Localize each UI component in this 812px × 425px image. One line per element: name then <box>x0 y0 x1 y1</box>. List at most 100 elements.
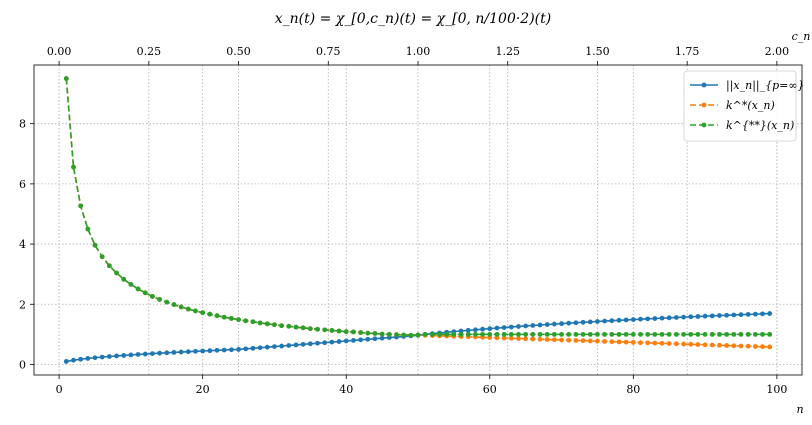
data-point <box>63 76 69 81</box>
data-point <box>99 254 105 260</box>
data-point <box>760 311 765 317</box>
data-point <box>681 341 686 347</box>
data-point <box>595 338 600 344</box>
data-point <box>551 321 557 327</box>
data-point <box>106 263 112 269</box>
data-point <box>501 331 507 337</box>
data-point <box>702 313 708 319</box>
data-point <box>178 349 184 355</box>
data-point <box>609 339 615 345</box>
data-point <box>580 338 586 344</box>
data-point <box>745 343 751 349</box>
data-point <box>623 317 629 323</box>
data-point <box>551 337 557 343</box>
data-point <box>300 325 306 331</box>
data-point <box>659 340 665 346</box>
data-point <box>214 313 220 319</box>
data-point <box>315 340 320 346</box>
data-point <box>193 348 198 354</box>
data-point <box>336 339 342 344</box>
data-point <box>236 317 241 323</box>
data-point <box>709 331 715 337</box>
data-point <box>638 331 643 337</box>
data-point <box>415 332 421 338</box>
data-point <box>544 337 550 342</box>
data-point <box>652 316 658 321</box>
top-tick-label: 0.50 <box>226 45 251 58</box>
data-point <box>78 203 84 209</box>
data-point <box>236 347 241 352</box>
data-point <box>329 339 335 345</box>
data-point <box>559 331 564 337</box>
data-point <box>709 313 715 319</box>
data-point <box>214 347 220 353</box>
data-point <box>293 342 299 348</box>
legend-label: k^{**}(x_n) <box>726 119 794 132</box>
data-point <box>752 311 758 317</box>
data-point <box>465 327 471 333</box>
data-point <box>702 331 708 337</box>
data-point <box>264 321 270 327</box>
data-point <box>228 347 234 353</box>
data-point <box>286 343 292 348</box>
data-point <box>193 308 198 314</box>
data-point <box>724 312 730 318</box>
data-point <box>623 331 629 337</box>
data-point <box>480 331 485 337</box>
data-point <box>394 332 399 338</box>
data-point <box>688 341 694 347</box>
data-point <box>78 356 84 362</box>
data-point <box>724 331 730 337</box>
top-tick-label: 0.75 <box>316 45 341 58</box>
data-point <box>343 329 349 335</box>
data-point <box>250 319 256 325</box>
data-point <box>717 331 722 337</box>
data-point <box>523 331 529 337</box>
data-point <box>523 336 529 342</box>
grid <box>34 65 802 375</box>
data-point <box>458 328 464 334</box>
data-point <box>272 344 277 350</box>
data-point <box>695 342 701 347</box>
data-point <box>114 353 119 359</box>
data-point <box>150 351 155 357</box>
data-point <box>135 286 141 292</box>
data-point <box>264 344 270 350</box>
data-point <box>379 331 385 337</box>
data-point <box>731 343 737 349</box>
data-point <box>738 331 744 337</box>
data-point <box>121 353 127 358</box>
data-point <box>279 343 285 349</box>
legend-marker <box>701 102 707 108</box>
data-point <box>135 352 141 357</box>
data-point <box>666 315 672 321</box>
legend-marker <box>701 122 707 128</box>
data-point <box>709 342 715 348</box>
data-point <box>207 311 213 317</box>
legend-label: k^*(x_n) <box>726 99 775 112</box>
data-point <box>616 317 622 323</box>
data-point <box>128 282 134 287</box>
data-point <box>114 270 119 276</box>
x-tick-label: 60 <box>483 383 497 396</box>
data-point <box>738 343 744 349</box>
data-point <box>551 331 557 337</box>
data-point <box>516 324 521 329</box>
data-point <box>501 335 507 341</box>
data-point <box>638 316 643 322</box>
data-point <box>293 324 299 330</box>
data-point <box>738 312 744 318</box>
data-point <box>401 332 407 338</box>
data-point <box>544 331 550 337</box>
data-point <box>164 299 170 305</box>
x-tick-label: 40 <box>339 383 353 396</box>
top-tick-label: 1.25 <box>495 45 520 58</box>
y-tick-label: 4 <box>19 238 26 251</box>
data-point <box>365 330 371 336</box>
data-point <box>559 337 564 343</box>
data-point <box>473 331 478 337</box>
data-point <box>580 331 586 337</box>
data-point <box>587 319 593 325</box>
data-point <box>358 330 363 335</box>
